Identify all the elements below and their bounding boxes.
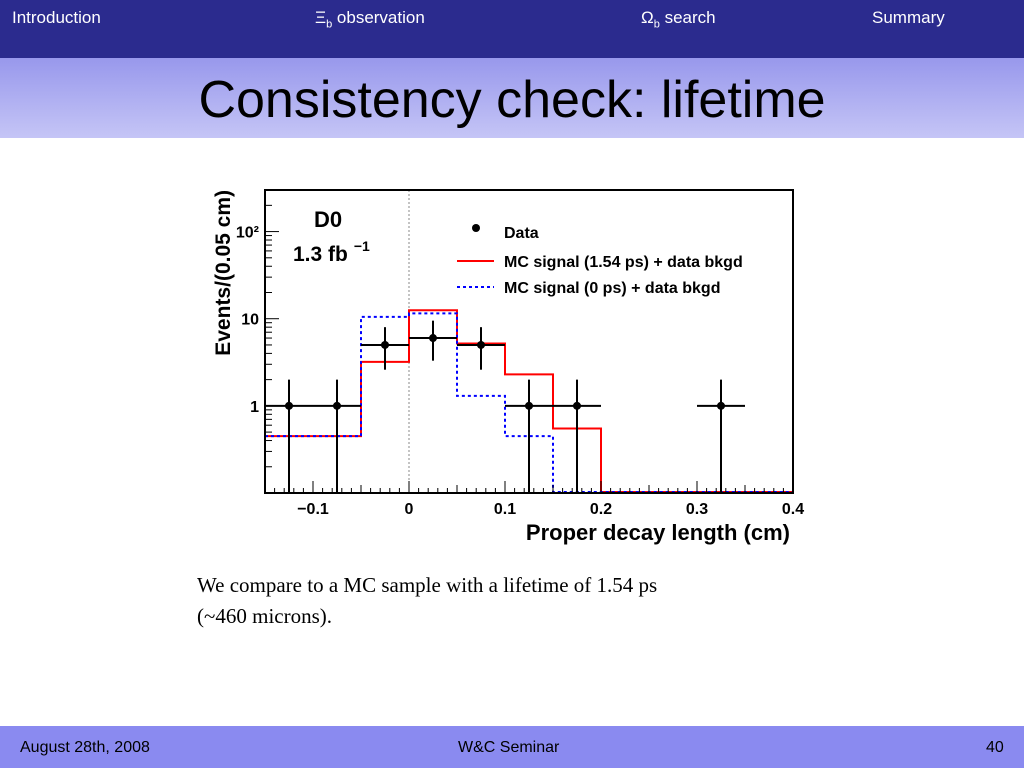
x-tick-label: 0.4	[782, 501, 804, 518]
data-point	[381, 340, 389, 349]
title-band	[0, 58, 1024, 138]
data-point	[573, 401, 581, 410]
data-point	[285, 401, 293, 410]
x-axis-label: Proper decay length (cm)	[526, 520, 790, 545]
data-point	[429, 334, 437, 343]
footer-bar: August 28th, 2008 W&C Seminar 40	[0, 726, 1024, 768]
page-number: 40	[986, 739, 1004, 756]
plot-frame	[264, 189, 794, 494]
xi-observation-label: observation	[332, 8, 425, 27]
luminosity-exponent: −1	[354, 238, 370, 254]
y-tick-label: 10²	[236, 225, 259, 242]
omega-search-label: search	[659, 8, 716, 27]
x-tick-label: 0.3	[686, 501, 708, 518]
legend-signal-label: MC signal (1.54 ps) + data bkgd	[504, 254, 743, 271]
legend-zero-label: MC signal (0 ps) + data bkgd	[504, 280, 720, 297]
luminosity-label: 1.3 fb −1	[293, 238, 370, 266]
y-tick-label: 10	[241, 312, 259, 329]
y-tick-label: 1	[250, 399, 259, 416]
x-tick-label: −0.1	[297, 501, 329, 518]
caption: We compare to a MC sample with a lifetim…	[197, 570, 837, 632]
nav-introduction[interactable]: Introduction	[12, 8, 101, 27]
x-tick-label: 0.2	[590, 501, 612, 518]
xi-symbol: Ξ	[315, 8, 327, 27]
caption-line-2: (~460 microns).	[197, 604, 333, 628]
legend: Data MC signal (1.54 ps) + data bkgd MC …	[457, 224, 743, 297]
caption-line-1: We compare to a MC sample with a lifetim…	[197, 573, 658, 597]
data-point	[717, 401, 725, 410]
y-axis-label: Events/(0.05 cm)	[212, 190, 235, 356]
data-point	[525, 401, 533, 410]
legend-data-label: Data	[504, 225, 539, 242]
x-tick-label: 0	[405, 501, 414, 518]
nav-summary[interactable]: Summary	[872, 8, 945, 27]
plot-svg: −0.1 0 0.1 0.2 0.3 0.4 1 10 10² D0 1.3 fb −1 Data…	[212, 189, 804, 545]
footer-date: August 28th, 2008	[20, 739, 150, 756]
omega-subscript: b	[653, 18, 660, 31]
lifetime-plot: −0.1 0 0.1 0.2 0.3 0.4 1 10 10² D0 1.3 fb −1 Data…	[200, 170, 820, 550]
omega-symbol: Ω	[641, 8, 654, 27]
data-point	[333, 401, 341, 410]
nav-omegab-search[interactable]: Ωb search	[641, 8, 716, 30]
top-navigation-bar: Introduction Ξb observation Ωb search Su…	[0, 0, 1024, 58]
data-point	[477, 340, 485, 349]
nav-xib-observation[interactable]: Ξb observation	[315, 8, 425, 30]
experiment-label: D0	[314, 207, 342, 232]
xi-subscript: b	[326, 18, 333, 31]
luminosity-value: 1.3 fb	[293, 243, 348, 266]
x-tick-label: 0.1	[494, 501, 516, 518]
legend-data-marker	[472, 224, 480, 232]
footer-event: W&C Seminar	[458, 739, 560, 756]
slide-title: Consistency check: lifetime	[198, 71, 826, 129]
